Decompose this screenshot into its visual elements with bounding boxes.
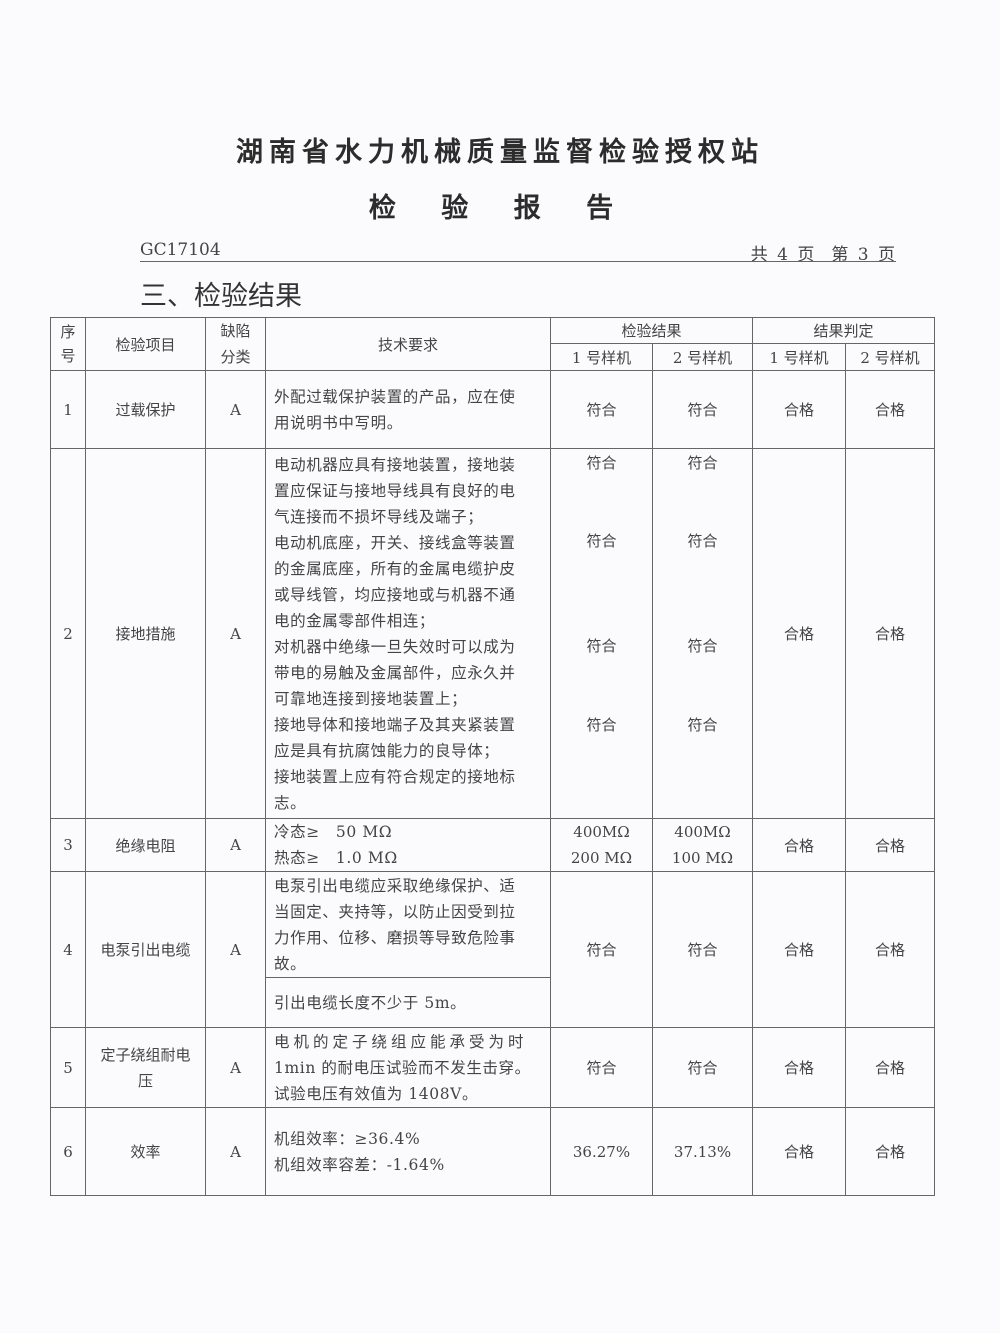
cell-item: 电泵引出电缆 — [85, 871, 206, 1028]
cell-judge-2: 合格 — [845, 818, 936, 872]
document-number: GC17104 — [140, 240, 221, 260]
cell-tech: 外配过载保护装置的产品，应在使 用说明书中写明。 — [265, 370, 551, 449]
cell-defect: A — [205, 370, 266, 449]
cell-seq: 2 — [50, 448, 86, 819]
cell-judge-2: 合格 — [845, 370, 936, 449]
cell-result-2: 符合 — [651, 370, 754, 449]
cell-tech: 机组效率：≥36.4% 机组效率容差：-1.64% — [265, 1107, 551, 1196]
cell-result-2: 400MΩ 100 MΩ — [651, 818, 754, 872]
table-row: 3 绝缘电阻 A 冷态≥ 50 MΩ 热态≥ 1.0 MΩ 400MΩ 200 MΩ… — [50, 818, 936, 872]
cell-judge-1: 合格 — [752, 1107, 847, 1196]
cell-item: 绝缘电阻 — [85, 818, 206, 872]
cell-result-1: 符合 — [550, 1027, 653, 1108]
cell-result-2: 符合 — [651, 871, 754, 1028]
cell-judge-2: 合格 — [845, 1027, 936, 1108]
results-table: 序号 检验项目 缺陷分类 技术要求 检验结果 结果判定 1 号样机 2 号样机 … — [50, 317, 936, 1196]
cell-result-1: 400MΩ 200 MΩ — [550, 818, 653, 872]
cell-result-2: 符合 符合 符合 符合 — [651, 448, 754, 819]
table-row: 4 电泵引出电缆 A 电泵引出电缆应采取绝缘保护、适 当固定、夹持等，以防止因受到… — [50, 871, 936, 1028]
cell-tech: 冷态≥ 50 MΩ 热态≥ 1.0 MΩ — [265, 818, 551, 872]
cell-judge-1: 合格 — [752, 448, 847, 819]
cell-seq: 5 — [50, 1027, 86, 1108]
cell-result-1: 符合 — [550, 871, 653, 1028]
table-row: 引出电缆长度不少于 5m。 — [51, 977, 935, 1028]
header-judge: 结果判定 — [752, 317, 936, 344]
cell-tech: 电动机器应具有接地装置，接地装 置应保证与接地导线具有良好的电 气连接而不损坏导线及… — [265, 448, 551, 819]
header-sample2-judge: 2 号样机 — [845, 343, 936, 371]
section-heading: 三、检验结果 — [140, 281, 302, 312]
cell-seq: 6 — [50, 1107, 86, 1196]
cell-result-1: 符合 — [550, 370, 653, 449]
header-sample1-judge: 1 号样机 — [752, 343, 847, 371]
cell-seq: 3 — [50, 818, 86, 872]
cell-defect: A — [205, 1107, 266, 1196]
report-org-title: 湖南省水力机械质量监督检验授权站 — [236, 137, 764, 168]
header-sample2-result: 2 号样机 — [651, 343, 754, 371]
cell-item: 接地措施 — [85, 448, 206, 819]
cell-defect: A — [205, 871, 266, 1028]
cell-judge-2: 合格 — [845, 1107, 936, 1196]
header-seq: 序号 — [50, 317, 86, 371]
cell-item: 效率 — [85, 1107, 206, 1196]
cell-defect: A — [205, 818, 266, 872]
cell-tech: 电机的定子绕组应能承受为时 1min 的耐电压试验而不发生击穿。 试验电压有效值为 … — [265, 1027, 551, 1108]
table-row: 1 过载保护 A 外配过载保护装置的产品，应在使 用说明书中写明。 符合 符合 合… — [50, 370, 936, 449]
cell-seq: 1 — [50, 370, 86, 449]
cell-judge-1: 合格 — [752, 370, 847, 449]
cell-judge-2: 合格 — [845, 448, 936, 819]
page-info: 共 4 页 第 3 页 — [750, 245, 895, 265]
cell-judge-1: 合格 — [752, 1027, 847, 1108]
cell-result-2: 37.13% — [651, 1107, 754, 1196]
table-row: 6 效率 A 机组效率：≥36.4% 机组效率容差：-1.64% 36.27% 3… — [50, 1107, 936, 1196]
report-title: 检 验 报 告 — [368, 193, 632, 224]
cell-defect: A — [205, 1027, 266, 1108]
header-tech: 技术要求 — [265, 317, 551, 371]
cell-judge-1: 合格 — [752, 818, 847, 872]
cell-result-2: 符合 — [651, 1027, 754, 1108]
cell-result-1: 36.27% — [550, 1107, 653, 1196]
header-result: 检验结果 — [549, 317, 754, 344]
cell-result-1: 符合 符合 符合 符合 — [550, 448, 653, 819]
table-row: 5 定子绕组耐电压 A 电机的定子绕组应能承受为时 1min 的耐电压试验而不发生… — [50, 1027, 936, 1108]
cell-seq: 4 — [50, 871, 86, 1028]
header-defect: 缺陷分类 — [205, 317, 266, 371]
header-item: 检验项目 — [85, 317, 206, 371]
table-row: 2 接地措施 A 电动机器应具有接地装置，接地装 置应保证与接地导线具有良好的电气… — [50, 448, 936, 819]
header-sample1-result: 1 号样机 — [550, 343, 653, 371]
cell-item: 定子绕组耐电压 — [85, 1027, 206, 1108]
header-divider — [140, 261, 896, 262]
cell-judge-1: 合格 — [752, 871, 847, 1028]
cell-tech: 电泵引出电缆应采取绝缘保护、适 当固定、夹持等，以防止因受到拉 力作用、位移、磨损等… — [265, 871, 551, 978]
cell-item: 过载保护 — [85, 370, 206, 449]
cell-tech: 引出电缆长度不少于 5m。 — [265, 977, 551, 1028]
cell-defect: A — [205, 448, 266, 819]
cell-judge-2: 合格 — [845, 871, 936, 1028]
